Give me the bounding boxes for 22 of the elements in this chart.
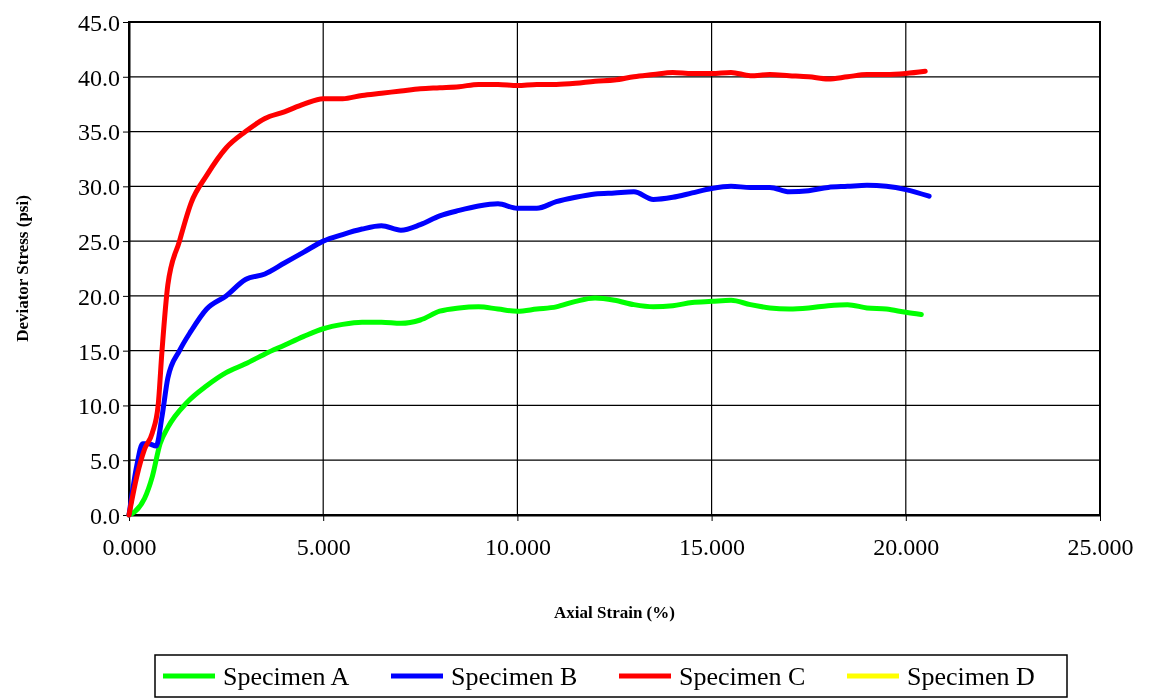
y-tick-label: 5.0 xyxy=(90,448,120,475)
y-tick-label: 25.0 xyxy=(78,229,120,256)
x-axis-title: Axial Strain (%) xyxy=(554,603,675,622)
y-tick-label: 40.0 xyxy=(78,64,120,91)
y-tick-label: 15.0 xyxy=(78,338,120,365)
legend-label: Specimen C xyxy=(679,662,806,692)
legend-label: Specimen D xyxy=(907,662,1035,692)
y-axis-title: Deviator Stress (psi) xyxy=(13,195,32,342)
y-tick-label: 30.0 xyxy=(78,174,120,201)
x-tick-label: 5.000 xyxy=(296,534,351,561)
x-tick-label: 25.000 xyxy=(1067,534,1134,561)
x-tick-label: 15.000 xyxy=(679,534,746,561)
y-tick-label: 20.0 xyxy=(78,283,120,310)
y-tick-label: 45.0 xyxy=(78,9,120,36)
x-tick-label: 20.000 xyxy=(873,534,940,561)
y-tick-label: 0.0 xyxy=(90,502,120,529)
legend-label: Specimen A xyxy=(223,662,350,692)
legend-label: Specimen B xyxy=(451,662,578,692)
y-tick-label: 35.0 xyxy=(78,119,120,146)
x-tick-label: 0.000 xyxy=(102,534,157,561)
x-tick-label: 10.000 xyxy=(484,534,551,561)
y-tick-label: 10.0 xyxy=(78,393,120,420)
